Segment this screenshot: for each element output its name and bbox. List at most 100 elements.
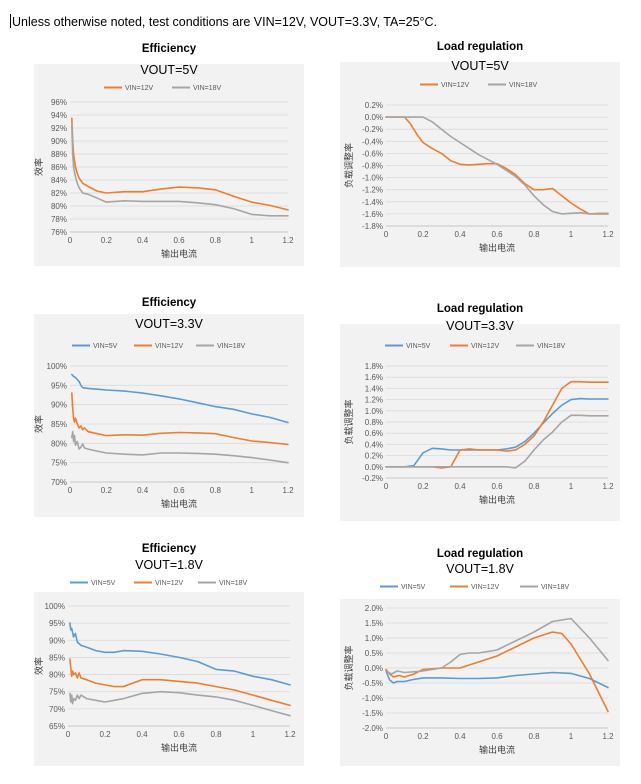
chart-efficiency-vout-5v: Efficiency VOUT=5V VIN=12V VIN=18V 76% 78% 80%… [33, 43, 304, 266]
y-tick-label: 92% [51, 124, 67, 133]
legend-label-vin-5v: VIN=5V [93, 343, 118, 350]
y-tick-label: -1.4% [362, 198, 383, 207]
x-tick-label: 0.2 [417, 732, 429, 741]
y-tick-label: 70% [51, 478, 67, 487]
y-tick-label: 96% [51, 98, 67, 107]
legend-label-vin-12v: VIN=12V [441, 82, 470, 89]
y-tick-label: 80% [51, 202, 67, 211]
x-axis-label: 输出电流 [161, 498, 197, 509]
y-tick-label: -0.4% [362, 137, 383, 146]
y-tick-label: 84% [51, 176, 67, 185]
series-line-vin-18v [385, 116, 609, 215]
x-tick-label: 1.2 [602, 482, 614, 491]
chart-subtitle: VOUT=3.3V [446, 319, 514, 333]
chart-title: Load regulation [437, 548, 523, 560]
y-tick-label: -0.5% [362, 679, 383, 688]
y-tick-label: 0.0% [365, 664, 383, 673]
x-tick-label: 0.6 [491, 732, 503, 741]
x-tick-label: 1 [569, 732, 574, 741]
x-tick-label: 0.6 [491, 482, 503, 491]
y-tick-label: 90% [51, 401, 67, 410]
x-tick-label: 0.8 [528, 732, 540, 741]
y-tick-label: 0.2% [365, 452, 383, 461]
x-tick-label: 0.4 [137, 236, 149, 245]
x-tick-label: 0.2 [417, 482, 429, 491]
y-tick-label: 95% [51, 381, 67, 390]
y-tick-label: -1.0% [362, 694, 383, 703]
x-tick-label: 0.8 [210, 730, 222, 739]
y-tick-label: 88% [51, 150, 67, 159]
legend-label-vin-18v: VIN=18V [509, 82, 538, 89]
legend-label-vin-5v: VIN=5V [406, 343, 431, 350]
y-tick-label: 0.0% [365, 463, 383, 472]
y-tick-label: 90% [49, 636, 65, 645]
y-tick-label: 0.6% [365, 429, 383, 438]
chart-title: Load regulation [437, 303, 523, 315]
x-tick-label: 0.4 [454, 482, 466, 491]
y-tick-label: 80% [49, 671, 65, 680]
y-tick-label: 80% [51, 439, 67, 448]
chart-subtitle: VOUT=1.8V [446, 562, 514, 576]
chart-title: Efficiency [142, 43, 197, 55]
y-tick-label: 0.5% [365, 649, 383, 658]
y-tick-label: 65% [49, 722, 65, 731]
y-tick-label: 1.6% [365, 373, 383, 382]
legend-label-vin-12v: VIN=12V [471, 343, 500, 350]
y-tick-label: -0.6% [362, 149, 383, 158]
y-tick-label: 0.2% [365, 101, 383, 110]
y-tick-label: 0.8% [365, 418, 383, 427]
series-line-vin-12v [69, 658, 291, 707]
y-tick-label: -1.2% [362, 186, 383, 195]
x-axis-label: 输出电流 [479, 744, 515, 755]
y-tick-label: -1.8% [362, 222, 383, 231]
chart-subtitle: VOUT=5V [451, 59, 509, 73]
y-tick-label: -0.2% [362, 474, 383, 483]
x-axis-label: 输出电流 [161, 742, 197, 753]
chart-load-regulation-vout-1v8: Load regulation VOUT=1.8V VIN=5V VIN=12V VIN… [340, 548, 620, 766]
y-tick-label: 1.0% [365, 634, 383, 643]
y-tick-label: 100% [47, 362, 67, 371]
x-tick-label: 0.2 [417, 230, 429, 239]
y-tick-label: 85% [51, 420, 67, 429]
chart-background [340, 599, 620, 766]
legend-label-vin-12v: VIN=12V [155, 580, 184, 587]
y-tick-label: 86% [51, 163, 67, 172]
legend-label-vin-12v: VIN=12V [155, 343, 184, 350]
y-tick-label: -1.5% [362, 709, 383, 718]
chart-title: Efficiency [142, 543, 197, 555]
x-tick-label: 0.8 [210, 486, 222, 495]
y-tick-label: 94% [51, 111, 67, 120]
chart-load-regulation-vout-3v3: Load regulation VOUT=3.3V VIN=5V VIN=12V VIN… [340, 303, 620, 521]
series-line-vin-5v [70, 373, 289, 424]
legend-label-vin-18v: VIN=18V [219, 580, 248, 587]
y-tick-label: 78% [51, 215, 67, 224]
y-tick-label: -0.2% [362, 125, 383, 134]
y-tick-label: 75% [49, 688, 65, 697]
series-line-vin-12v [70, 117, 289, 211]
y-tick-label: 1.5% [365, 619, 383, 628]
x-tick-label: 1 [249, 236, 254, 245]
y-axis-label: 效率 [33, 158, 44, 176]
y-tick-label: -1.0% [362, 174, 383, 183]
chart-subtitle: VOUT=3.3V [135, 317, 203, 331]
x-tick-label: 0 [66, 730, 71, 739]
chart-title: Load regulation [437, 41, 523, 53]
y-axis-label: 负载调整率 [343, 645, 354, 690]
y-tick-label: -0.8% [362, 162, 383, 171]
x-tick-label: 0.2 [101, 486, 113, 495]
y-axis-label: 效率 [33, 415, 44, 433]
x-tick-label: 1 [569, 482, 574, 491]
x-tick-label: 0 [68, 236, 73, 245]
x-tick-label: 0.8 [210, 236, 222, 245]
text-cursor [10, 14, 11, 28]
y-tick-label: 82% [51, 189, 67, 198]
series-line-vin-18v [69, 690, 291, 717]
legend-label-vin-5v: VIN=5V [91, 580, 116, 587]
y-tick-label: 2.0% [365, 604, 383, 613]
series-line-vin-18v [70, 430, 289, 464]
x-tick-label: 0.4 [454, 732, 466, 741]
y-tick-label: -2.0% [362, 724, 383, 733]
x-tick-label: 0.6 [173, 236, 185, 245]
y-axis-label: 负载调整率 [343, 143, 354, 188]
chart-subtitle: VOUT=1.8V [135, 558, 203, 572]
